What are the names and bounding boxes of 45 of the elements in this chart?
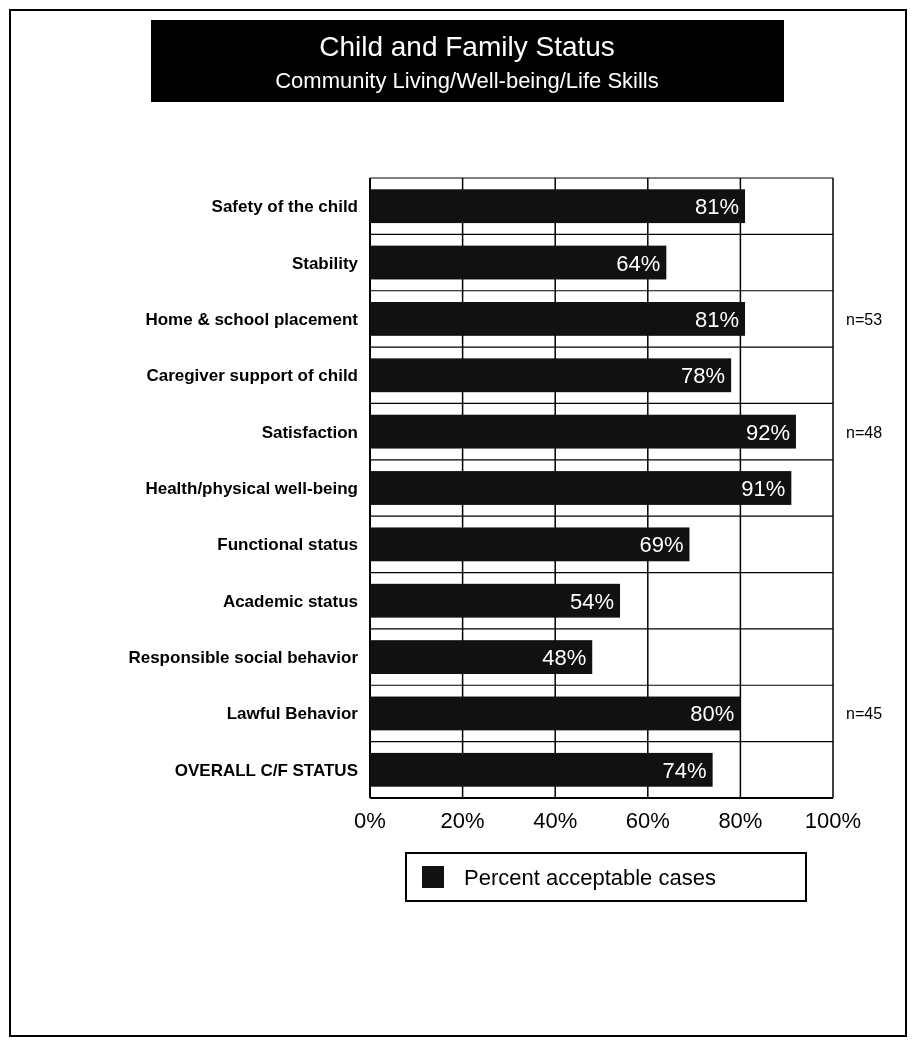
bar	[370, 752, 713, 787]
data-label: 54%	[569, 588, 615, 614]
data-label: 69%	[639, 532, 684, 558]
data-label: 74%	[662, 757, 707, 783]
bar	[370, 358, 732, 393]
x-tick-label: 0%	[354, 808, 386, 833]
text: n=48	[846, 423, 883, 441]
y-tick-label: Lawful Behavior	[226, 704, 359, 724]
y-tick-label: Functional status	[217, 535, 358, 555]
y-tick-label: Health/physical well-being	[145, 479, 358, 498]
x-tick-label: 80%	[718, 808, 763, 833]
data-label: 48%	[542, 645, 587, 671]
bar	[370, 471, 792, 505]
y-tick-label: Safety of the child	[211, 197, 358, 217]
legend-label: Percent acceptable cases	[464, 865, 716, 890]
bar	[370, 414, 796, 449]
y-tick-label: Caregiver support of child	[146, 366, 358, 386]
bar	[370, 696, 741, 731]
y-tick-label: Stability	[291, 253, 359, 273]
y-tick-label: Satisfaction	[261, 422, 358, 442]
data-label: 81%	[694, 194, 740, 220]
chart-subtitle: Community Living/Well-being/Life Skills	[275, 68, 659, 93]
bar	[370, 640, 593, 674]
data-label: 91%	[741, 476, 786, 501]
bar	[370, 189, 746, 224]
y-tick-label: Home & school placement	[145, 309, 359, 329]
x-tick-label: 100%	[804, 808, 862, 833]
x-tick-label: 20%	[440, 808, 485, 833]
y-tick-label: OVERALL C/F STATUS	[174, 760, 358, 780]
bar	[370, 302, 746, 336]
data-label: 64%	[616, 250, 661, 276]
bar	[370, 527, 690, 562]
data-label: 81%	[694, 306, 740, 332]
data-label: 92%	[745, 419, 790, 445]
x-tick-label: 60%	[625, 808, 670, 833]
x-tick-label: 40%	[533, 808, 578, 833]
text: n=53	[846, 310, 883, 328]
text: n=45	[846, 705, 883, 723]
bar	[370, 245, 667, 280]
y-tick-label: Academic status	[222, 591, 358, 611]
data-label: 80%	[690, 701, 735, 727]
bar	[370, 583, 621, 618]
y-tick-label: Responsible social behavior	[128, 648, 359, 668]
data-label: 78%	[681, 363, 726, 389]
chart-title: Child and Family Status	[319, 31, 615, 62]
